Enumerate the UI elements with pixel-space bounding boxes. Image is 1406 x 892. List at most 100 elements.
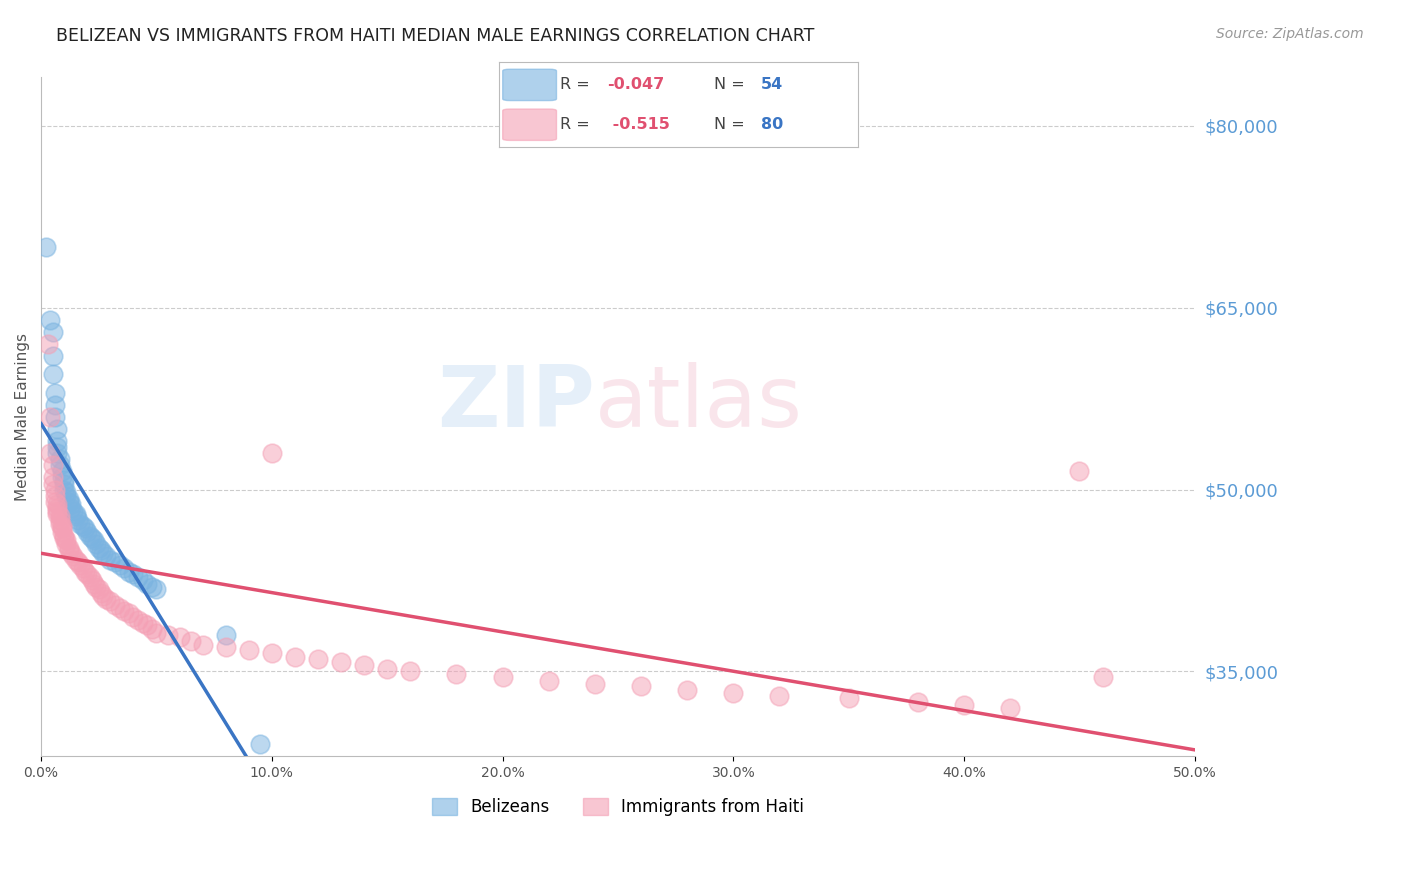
Text: R =: R = <box>560 117 595 132</box>
Point <box>127 614 149 628</box>
Text: 54: 54 <box>761 77 783 92</box>
Point <box>191 638 214 652</box>
Point <box>46 507 69 521</box>
Point <box>131 615 153 630</box>
Text: BELIZEAN VS IMMIGRANTS FROM HAITI MEDIAN MALE EARNINGS CORRELATION CHART: BELIZEAN VS IMMIGRANTS FROM HAITI MEDIAN… <box>56 27 814 45</box>
Point <box>55 485 77 500</box>
Point <box>907 695 929 709</box>
Point <box>48 513 70 527</box>
Point <box>83 577 105 591</box>
Point <box>136 618 159 632</box>
FancyBboxPatch shape <box>503 109 557 140</box>
Point <box>46 504 69 518</box>
Point <box>122 610 145 624</box>
Text: -0.047: -0.047 <box>607 77 664 92</box>
Point <box>93 546 115 560</box>
Point <box>44 385 66 400</box>
Point <box>80 531 103 545</box>
Point <box>58 492 80 507</box>
Point <box>136 577 159 591</box>
Point <box>60 546 83 560</box>
Point <box>330 655 353 669</box>
Point <box>79 528 101 542</box>
Point <box>112 604 135 618</box>
Point <box>723 686 745 700</box>
Point <box>46 446 69 460</box>
Point <box>62 549 84 564</box>
Point <box>399 665 422 679</box>
Point <box>141 580 163 594</box>
Point <box>53 476 76 491</box>
Point <box>39 446 62 460</box>
Point <box>249 737 271 751</box>
Point <box>537 674 560 689</box>
Point <box>44 494 66 508</box>
Point <box>44 483 66 497</box>
Point <box>53 528 76 542</box>
Point <box>51 519 73 533</box>
Point <box>46 500 69 515</box>
Point <box>76 567 98 582</box>
Y-axis label: Median Male Earnings: Median Male Earnings <box>15 333 30 500</box>
Point <box>46 497 69 511</box>
Point <box>44 489 66 503</box>
Point <box>108 558 131 572</box>
Point <box>90 543 112 558</box>
Point <box>73 565 96 579</box>
Point <box>46 434 69 449</box>
Point <box>60 497 83 511</box>
Point <box>76 524 98 539</box>
Point <box>169 631 191 645</box>
Point <box>112 561 135 575</box>
Point <box>998 700 1021 714</box>
Point <box>80 574 103 588</box>
Point <box>98 553 121 567</box>
Point <box>104 598 127 612</box>
Point <box>48 516 70 531</box>
Point <box>118 565 141 579</box>
Point <box>37 337 59 351</box>
Point <box>62 504 84 518</box>
Point <box>215 628 238 642</box>
Point <box>72 519 94 533</box>
Text: 80: 80 <box>761 117 783 132</box>
Text: atlas: atlas <box>595 362 803 445</box>
Point <box>141 622 163 636</box>
Point <box>51 524 73 539</box>
Point <box>127 570 149 584</box>
Point <box>48 509 70 524</box>
Point <box>491 670 513 684</box>
Point <box>60 500 83 515</box>
Point <box>131 574 153 588</box>
Text: N =: N = <box>714 77 751 92</box>
Point <box>260 646 283 660</box>
Text: N =: N = <box>714 117 751 132</box>
Point <box>83 533 105 548</box>
Point <box>108 601 131 615</box>
Point <box>307 652 329 666</box>
Point <box>55 489 77 503</box>
Point <box>122 567 145 582</box>
Point <box>51 521 73 535</box>
Point <box>65 553 87 567</box>
Point <box>446 666 468 681</box>
Point <box>41 476 63 491</box>
Point <box>46 440 69 454</box>
Point <box>118 606 141 620</box>
Point <box>73 521 96 535</box>
Text: Source: ZipAtlas.com: Source: ZipAtlas.com <box>1216 27 1364 41</box>
Point <box>35 240 58 254</box>
Point <box>65 509 87 524</box>
Point <box>260 446 283 460</box>
Point <box>51 464 73 478</box>
Legend: Belizeans, Immigrants from Haiti: Belizeans, Immigrants from Haiti <box>425 791 811 822</box>
Point <box>53 473 76 487</box>
Point <box>66 513 89 527</box>
Point <box>72 561 94 575</box>
Point <box>44 398 66 412</box>
Point <box>53 531 76 545</box>
Point <box>46 422 69 436</box>
Point <box>87 541 110 555</box>
Point <box>145 625 167 640</box>
Point <box>90 585 112 599</box>
